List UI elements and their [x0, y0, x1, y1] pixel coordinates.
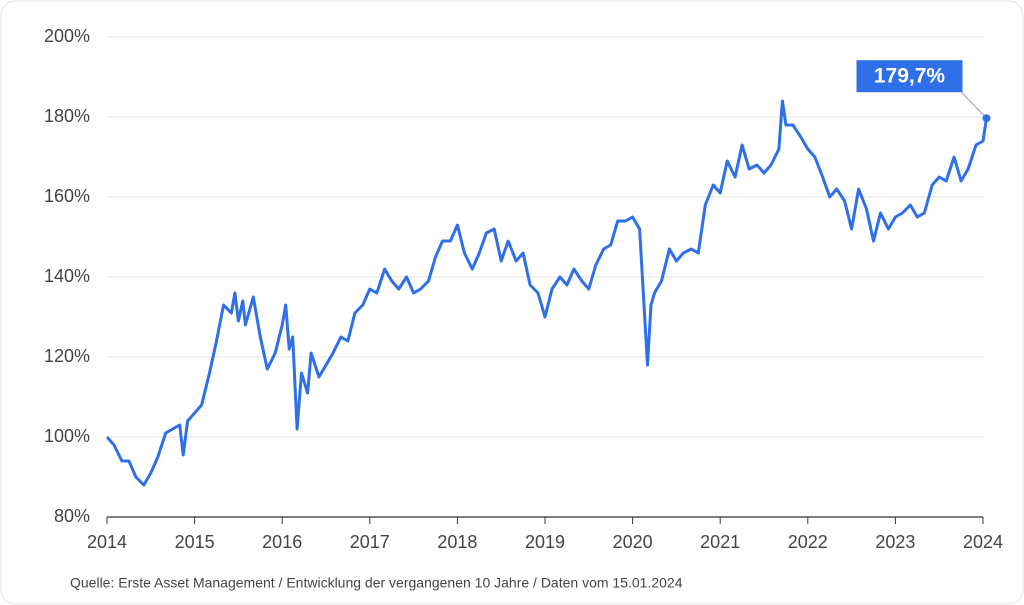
x-tick-label: 2016: [262, 532, 302, 552]
y-tick-label: 160%: [44, 186, 90, 206]
x-tick-label: 2020: [613, 532, 653, 552]
y-tick-label: 180%: [44, 106, 90, 126]
x-tick-label: 2014: [87, 532, 127, 552]
x-tick-label: 2024: [963, 532, 1003, 552]
series-line: [105, 99, 988, 487]
value-label: 179,7%: [874, 65, 946, 88]
end-point: [982, 114, 991, 123]
y-tick-label: 200%: [44, 26, 90, 46]
label-leader: [960, 91, 988, 119]
y-tick-label: 120%: [44, 346, 90, 366]
x-tick-label: 2021: [700, 532, 740, 552]
source: Quelle: Erste Asset Management / Entwick…: [70, 575, 683, 591]
x-tick-label: 2015: [175, 532, 215, 552]
y-tick-label: 140%: [44, 266, 90, 286]
x-tick-label: 2022: [788, 532, 828, 552]
y-tick-label: 100%: [44, 426, 90, 446]
x-tick-label: 2023: [875, 532, 915, 552]
y-tick-label: 80%: [54, 506, 90, 526]
x-tick-label: 2019: [525, 532, 565, 552]
value-label-box: [856, 60, 963, 93]
x-tick-label: 2018: [437, 532, 477, 552]
x-tick-label: 2017: [350, 532, 390, 552]
